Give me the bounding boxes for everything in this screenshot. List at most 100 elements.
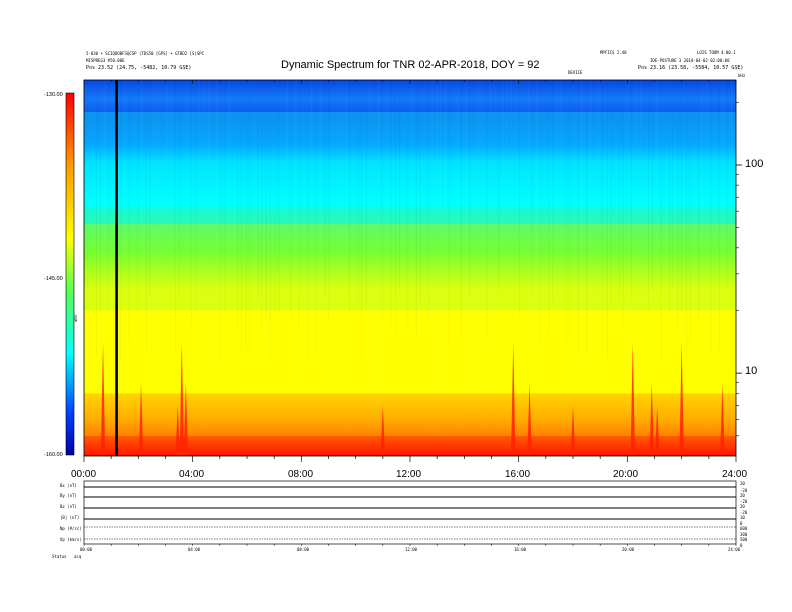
panel-right-tick-9: 300 (740, 532, 748, 537)
y-tick-label-100: 100 (745, 158, 764, 170)
panel-row-label-np: Np (#/cc) (60, 526, 82, 531)
streak-34 (266, 80, 268, 317)
streak-88 (249, 80, 251, 354)
streak-105 (340, 80, 342, 422)
burst-event (649, 382, 654, 456)
panel-footer-value: acq (74, 554, 82, 559)
streak-66 (208, 80, 209, 377)
streak-111 (411, 80, 412, 384)
streak-24 (366, 80, 367, 308)
freq-band-2 (84, 310, 736, 394)
streak-120 (190, 80, 192, 328)
streak-44 (166, 80, 168, 392)
x-tick-label-1200: 12:00 (396, 469, 422, 480)
streak-113 (651, 80, 653, 292)
streak-75 (639, 80, 641, 377)
streak-36 (507, 80, 508, 435)
panel-right-tick-1: -20 (740, 488, 748, 493)
streak-117 (481, 80, 483, 425)
streak-71 (158, 80, 159, 364)
streak-92 (731, 80, 732, 367)
header-right-line1: MPFICS 2.40 (600, 50, 627, 55)
streak-124 (672, 80, 674, 287)
streak-106 (460, 80, 462, 339)
streak-98 (149, 80, 151, 296)
streak-20 (536, 80, 538, 402)
streak-6 (154, 80, 156, 381)
streak-114 (120, 80, 122, 362)
panel-right-tick-4: 20 (740, 504, 745, 509)
streak-42 (577, 80, 579, 355)
x-tick-label-0400: 04:00 (179, 469, 205, 480)
spectrogram-bursts (100, 342, 725, 456)
streak-16 (706, 80, 708, 427)
streak-54 (718, 80, 720, 348)
streak-7 (274, 80, 276, 312)
streak-63 (498, 80, 500, 290)
streak-14 (465, 80, 467, 410)
x-tick-label-1600: 16:00 (505, 469, 531, 480)
x-tick-label-2400: 24:00 (722, 469, 748, 480)
chart-title: Dynamic Spectrum for TNR 02-APR-2018, DO… (281, 59, 540, 71)
streak-115 (240, 80, 242, 356)
header-left-line3: Pos 23.52 (24.75, -5482, 10.79 GSE) (86, 65, 192, 71)
panel-right-tick-3: -20 (740, 499, 748, 504)
panel-row-label-bmag: |B| (nT) (60, 515, 80, 520)
burst-event (511, 342, 516, 456)
streak-22 (125, 80, 127, 387)
streak-2 (324, 80, 326, 296)
x-tick-label-2000: 20:00 (613, 469, 639, 480)
streak-59 (669, 80, 670, 314)
panel-x-tick-label-2: 08:00 (297, 547, 310, 552)
x-tick-label-0000: 00:00 (71, 469, 97, 480)
streak-41 (457, 80, 459, 428)
streak-122 (431, 80, 433, 434)
streak-128 (502, 80, 504, 428)
freq-band-5 (84, 80, 736, 112)
streak-112 (531, 80, 533, 294)
freq-unit-label: kHz (738, 73, 746, 78)
streak-40 (336, 80, 338, 377)
panel-right-tick-11: 0 (740, 543, 743, 548)
streak-52 (478, 80, 479, 409)
panel-right-tick-0: 20 (740, 481, 745, 486)
streak-43 (698, 80, 699, 320)
streak-46 (407, 80, 409, 330)
streak-17 (175, 80, 176, 353)
streak-11 (104, 80, 106, 411)
panel-right-tick-7: 0 (740, 521, 743, 526)
panel-row-label-by: By (nT) (60, 493, 77, 498)
header-left-line1: 5-030 • SCIQOOBFSQCSP (TDS50 [GPS] • GTB… (86, 51, 205, 56)
streak-25 (486, 80, 488, 337)
panel-row-label-bx: Bx (nT) (60, 483, 77, 488)
streak-8 (395, 80, 397, 337)
y-tick-label-10: 10 (745, 365, 758, 377)
streak-127 (381, 80, 383, 319)
burst-event (183, 382, 189, 456)
streak-60 (137, 80, 139, 313)
bottom-panel (83, 480, 737, 546)
streak-26 (607, 80, 608, 362)
panel-x-tick-label-1: 04:00 (188, 547, 201, 552)
burst-event (175, 405, 180, 456)
header-right-tag: DEVICE (568, 70, 583, 75)
burst-event (720, 382, 725, 456)
panel-x-tick-label-5: 20:00 (622, 547, 635, 552)
streak-28 (195, 80, 197, 312)
burst-event (679, 342, 684, 456)
streak-9 (515, 80, 517, 368)
streak-97 (681, 80, 682, 309)
streak-129 (622, 80, 624, 328)
streak-19 (416, 80, 417, 336)
streak-53 (598, 80, 600, 371)
streak-33 (146, 80, 147, 350)
streak-1 (204, 80, 206, 426)
streak-110 (290, 80, 292, 319)
streak-93 (199, 80, 201, 398)
streak-90 (490, 80, 491, 410)
panel-x-tick-label-3: 12:00 (405, 547, 418, 552)
burst-event (380, 405, 386, 456)
streak-48 (648, 80, 650, 309)
panel-right-tick-2: 20 (740, 493, 745, 498)
panel-x-tick-label-6: 24:00 (728, 547, 741, 552)
